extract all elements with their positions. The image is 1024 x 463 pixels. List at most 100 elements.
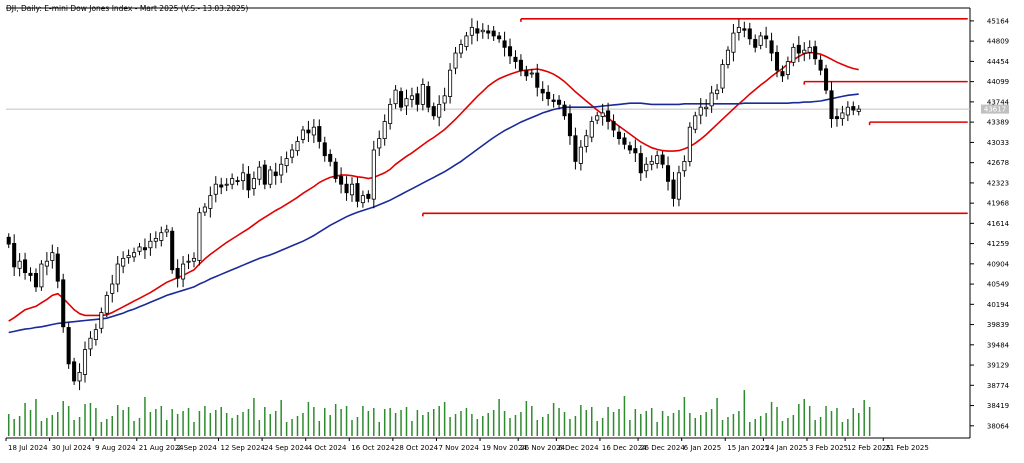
candle-body <box>595 115 600 121</box>
candle-body <box>186 260 191 263</box>
candle-body <box>660 154 665 165</box>
candle-body <box>458 44 464 54</box>
candle-body <box>666 165 671 182</box>
candle-body <box>99 312 104 329</box>
current-price-label: 43617 <box>984 106 1006 114</box>
candle-body <box>322 142 327 157</box>
x-tick-label: 15 Jan 2025 <box>727 444 769 452</box>
candle-body <box>181 263 186 280</box>
candle-body <box>72 361 77 382</box>
candle-body <box>736 26 741 33</box>
y-tick-label: 44809 <box>987 38 1009 46</box>
candle-body <box>93 329 98 340</box>
candle-body <box>339 176 344 185</box>
candle-body <box>851 106 856 111</box>
candle-body <box>251 178 256 189</box>
candle-body <box>415 93 420 105</box>
candle-body <box>704 106 709 109</box>
candle-body <box>115 263 120 285</box>
candle-body <box>148 240 153 249</box>
candle-body <box>300 129 305 140</box>
candle-body <box>153 237 158 242</box>
candle-body <box>88 337 93 350</box>
moving-average-slow-line <box>8 93 859 334</box>
x-tick-label: 2 Sep 2024 <box>177 444 217 452</box>
candle-body <box>382 121 387 139</box>
candle-body <box>170 230 175 271</box>
candle-body <box>529 72 534 75</box>
x-tick-label: 16 Dec 2024 <box>602 444 647 452</box>
current-price-badge <box>981 104 1009 114</box>
candle-body <box>753 39 758 48</box>
candle-body <box>573 135 578 162</box>
candle-body <box>829 90 834 120</box>
y-tick-label: 43744 <box>987 98 1010 106</box>
candle-body <box>791 46 796 63</box>
candle-body <box>50 252 55 261</box>
candle-body <box>230 178 235 185</box>
candle-body <box>333 161 338 179</box>
candle-body <box>453 52 458 69</box>
candle-body <box>671 179 676 199</box>
candle-body <box>578 146 583 164</box>
candle-body <box>224 183 229 186</box>
candle-body <box>464 35 469 47</box>
y-tick-label: 40194 <box>987 301 1010 309</box>
candle-body <box>240 172 246 182</box>
candle-body <box>807 46 812 53</box>
candle-body <box>693 115 698 130</box>
candle-body <box>77 372 82 382</box>
candle-body <box>121 257 126 267</box>
candle-body <box>818 59 823 71</box>
candle-body <box>371 149 376 200</box>
candle-body <box>715 89 720 95</box>
candle-body <box>442 95 447 104</box>
y-tick-label: 41259 <box>987 240 1009 248</box>
candle-body <box>676 172 681 200</box>
candle-body <box>142 247 147 251</box>
candle-body <box>856 108 861 112</box>
candle-body <box>409 95 414 100</box>
candle-body <box>518 59 523 71</box>
candle-body <box>197 212 202 261</box>
candle-body <box>616 131 622 139</box>
candle-body <box>551 99 556 102</box>
plot-area: 45164 44809 44454 44099 43744 43389 43033 42678… <box>5 7 1010 452</box>
candle-body <box>137 246 142 252</box>
candle-body <box>426 86 431 108</box>
candle-body <box>82 349 88 375</box>
y-tick-label: 42323 <box>987 179 1009 187</box>
candle-body <box>344 183 349 194</box>
candle-body <box>66 327 71 365</box>
candle-body <box>159 232 164 241</box>
candle-body <box>480 29 485 33</box>
x-tick-label: 6 Dec 2024 <box>558 444 599 452</box>
candle-body <box>366 193 371 199</box>
candle-body <box>813 46 818 60</box>
candle-body <box>611 121 616 131</box>
candle-body <box>132 252 137 258</box>
candle-body <box>431 106 436 117</box>
candle-body <box>584 135 589 147</box>
candle-body <box>208 195 213 209</box>
candle-body <box>524 70 529 77</box>
candle-body <box>290 149 295 158</box>
candle-body <box>388 103 393 124</box>
candle-body <box>606 110 611 122</box>
candle-body <box>306 129 311 134</box>
candle-body <box>317 126 322 142</box>
candle-body <box>399 91 404 108</box>
x-tick-label: 7 Nov 2024 <box>438 444 479 452</box>
candle-body <box>649 161 654 165</box>
candle-body <box>17 260 22 269</box>
x-tick-label: 30 Jul 2024 <box>52 444 92 452</box>
candle-body <box>731 32 736 53</box>
y-tick-label: 38064 <box>987 422 1010 430</box>
y-tick-label: 41968 <box>987 200 1009 208</box>
x-tick-label: 21 Feb 2025 <box>885 444 929 452</box>
candle-body <box>687 126 692 162</box>
candle-body <box>824 68 829 91</box>
candle-body <box>796 44 801 54</box>
